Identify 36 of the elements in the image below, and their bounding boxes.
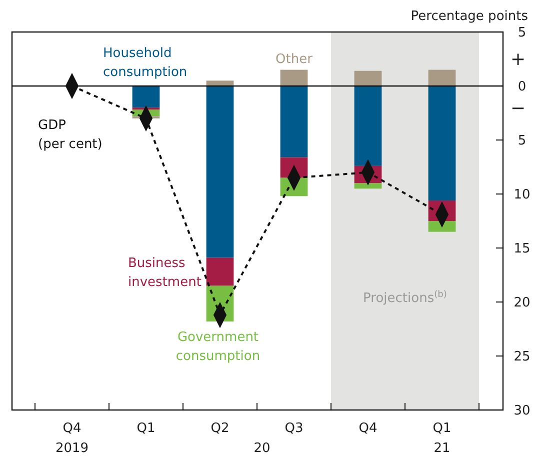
bar [206,86,234,258]
y-tick-label: 0 [518,80,526,95]
y-tick-label: 5 [518,134,526,149]
x-tick-label: Q3 [284,421,304,436]
y-tick-label: 10 [514,188,530,203]
bar [206,258,234,286]
y-tick-label: 20 [514,296,530,311]
bar [428,70,456,86]
series-label: Household consumption [103,46,188,80]
y-tick-label: 25 [514,350,530,365]
series-label: Government consumption [176,330,260,364]
bar [132,86,160,108]
bar [354,183,382,189]
text: 20 [254,441,270,456]
bar [428,221,456,232]
bar [428,86,456,200]
bar [280,70,308,86]
x-tick-label: Q1 21 [432,421,452,456]
band-label: Projections$^{(b)}$ [363,290,447,306]
bar [206,80,234,86]
text: − [510,98,526,119]
bar [354,86,382,166]
bar [280,86,308,158]
text: + [510,49,526,70]
y-tick-label: 5 [518,26,526,41]
y-axis-title: Percentage points [410,9,528,24]
x-tick-label: Q2 [210,421,230,436]
series-label: Other [276,52,314,67]
series-label: GDP (per cent) [38,118,102,152]
x-tick-label: Q4 2019 [55,421,89,456]
x-tick-label: Q4 [358,421,378,436]
y-tick-label: 15 [514,242,530,257]
y-tick-label: 30 [514,404,530,419]
series-label: Business investment [128,256,202,290]
bar [354,70,382,86]
x-tick-label: Q1 [136,421,156,436]
